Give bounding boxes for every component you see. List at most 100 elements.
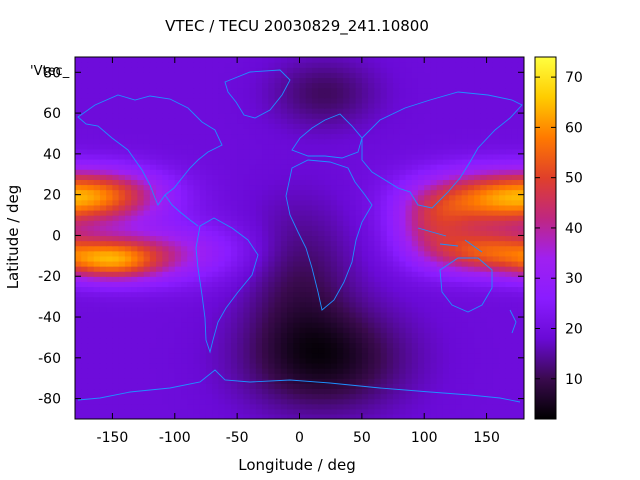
heatmap-cell [293,215,301,221]
heatmap-cell [505,291,513,298]
heatmap-cell [106,164,114,170]
heatmap-cell [118,204,126,211]
heatmap-cell [368,362,375,369]
heatmap-cell [162,194,170,201]
heatmap-cell [368,347,375,354]
heatmap-cell [417,107,425,114]
heatmap-cell [324,403,332,410]
heatmap-cell [224,67,232,73]
heatmap-cell [199,403,207,410]
heatmap-cell [287,189,294,196]
heatmap-cell [305,107,313,114]
heatmap-cell [156,255,163,262]
heatmap-cell [237,118,244,124]
heatmap-cell [262,373,269,379]
heatmap-cell [417,87,425,94]
heatmap-cell [87,398,95,405]
heatmap-cell [424,118,432,124]
heatmap-cell [218,230,226,237]
heatmap-cell [168,107,176,114]
heatmap-cell [299,92,307,99]
heatmap-cell [368,235,375,242]
heatmap-cell [118,62,126,68]
heatmap-cell [124,347,132,354]
heatmap-cell [405,179,413,186]
heatmap-cell [112,388,120,395]
heatmap-cell [81,143,89,150]
heatmap-cell [193,322,201,328]
heatmap-cell [218,393,226,400]
heatmap-cell [181,408,188,415]
heatmap-cell [293,240,301,247]
heatmap-cell [262,276,269,282]
heatmap-cell [262,357,269,364]
heatmap-cell [399,388,407,395]
heatmap-cell [517,148,524,155]
heatmap-cell [386,138,394,145]
heatmap-cell [311,87,319,94]
heatmap-cell [467,398,475,405]
heatmap-cell [517,158,524,165]
heatmap-cell [262,311,269,318]
heatmap-cell [156,179,163,186]
heatmap-cell [143,199,151,206]
heatmap-cell [224,174,232,180]
heatmap-cell [442,230,450,237]
heatmap-cell [230,97,238,104]
heatmap-cell [386,413,394,419]
heatmap-cell [474,403,481,410]
heatmap-cell [411,128,419,135]
heatmap-cell [361,164,369,170]
heatmap-cell [305,174,313,180]
heatmap-cell [517,77,524,84]
heatmap-cell [343,276,350,282]
heatmap-cell [380,97,388,104]
heatmap-cell [517,393,524,400]
heatmap-cell [461,77,469,84]
heatmap-cell [162,260,170,267]
heatmap-cell [517,143,524,150]
heatmap-cell [505,347,513,354]
heatmap-cell [243,184,251,191]
heatmap-cell [336,128,344,135]
heatmap-cell [299,357,307,364]
heatmap-cell [442,102,450,109]
heatmap-cell [193,215,201,221]
heatmap-cell [137,368,145,374]
heatmap-cell [156,123,163,129]
heatmap-cell [287,296,294,303]
heatmap-cell [193,301,201,308]
heatmap-cell [124,67,132,73]
heatmap-cell [505,362,513,369]
heatmap-cell [492,408,500,415]
heatmap-cell [249,368,257,374]
heatmap-cell [224,281,232,288]
heatmap-cell [143,72,151,78]
heatmap-cell [299,347,307,354]
heatmap-cell [393,143,400,150]
heatmap-cell [112,347,120,354]
heatmap-cell [449,97,457,104]
heatmap-cell [249,245,257,252]
heatmap-cell [137,296,145,303]
heatmap-cell [349,342,357,349]
heatmap-cell [293,118,301,124]
heatmap-cell [442,383,450,390]
heatmap-cell [93,209,101,216]
heatmap-cell [455,408,463,415]
heatmap-cell [81,118,89,124]
heatmap-cell [461,352,469,359]
heatmap-cell [199,199,207,206]
heatmap-cell [287,153,294,160]
heatmap-cell [255,107,263,114]
heatmap-cell [474,322,481,328]
heatmap-cell [212,194,220,201]
heatmap-cell [324,133,332,140]
heatmap-cell [280,220,288,226]
heatmap-cell [386,317,394,323]
heatmap-cell [461,102,469,109]
heatmap-cell [368,332,375,339]
heatmap-cell [131,240,138,247]
heatmap-cell [293,220,301,226]
heatmap-cell [118,169,126,175]
